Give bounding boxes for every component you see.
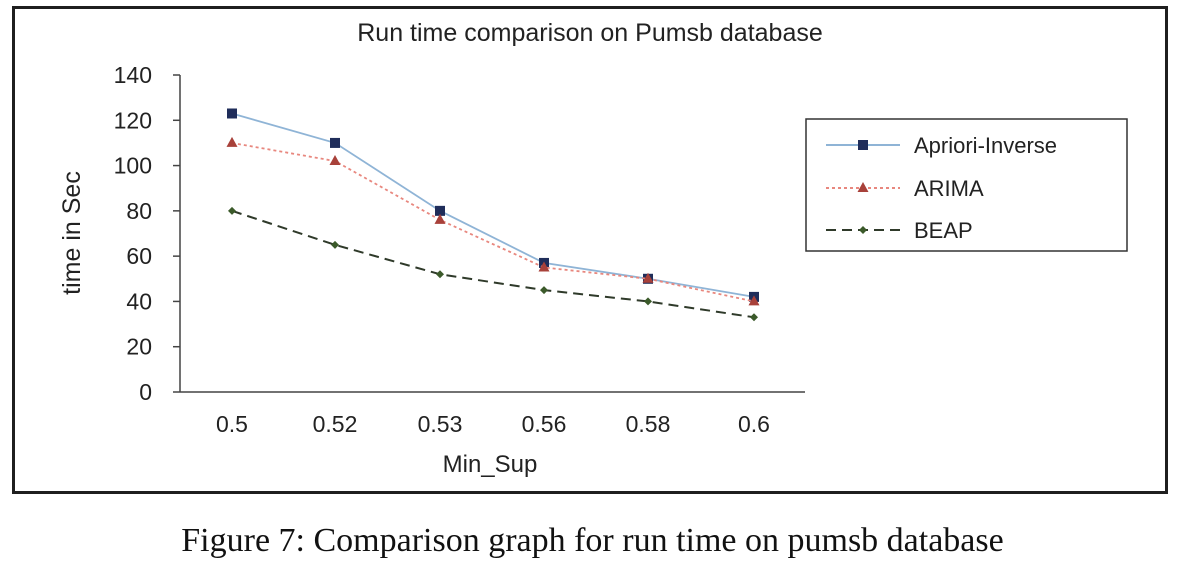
x-tick-label: 0.52 [313,411,358,437]
figure-caption: Figure 7: Comparison graph for run time … [181,522,1004,559]
data-point [434,213,446,224]
data-point [538,261,550,272]
series-lines [226,108,760,322]
y-tick-label: 140 [114,62,152,88]
x-tick-label: 0.58 [626,411,671,437]
y-tick-label: 0 [139,379,152,405]
data-point [227,108,237,119]
data-point [226,136,238,147]
data-point [435,205,445,216]
y-tick-label: 40 [126,288,152,314]
legend-marker [857,182,869,192]
legend: Apriori-Inverse ARIMA BEAP [805,118,1128,252]
x-tick-label: 0.53 [418,411,463,437]
series-line [231,209,755,319]
data-point [750,313,758,322]
series-2 [226,136,760,306]
data-point [540,286,548,295]
legend-marker [858,140,868,150]
series-line [231,112,755,298]
line-chart: Run time comparison on Pumsb database ti… [58,19,1128,478]
ticks: 0 20 40 60 80 100 120 140 0.5 0.52 0.53 0.56 0.58 0.6 [114,62,770,437]
legend-entry: BEAP [914,218,973,243]
x-tick-label: 0.6 [738,411,770,437]
y-tick-label: 80 [126,198,152,224]
x-tick-label: 0.5 [216,411,248,437]
x-tick-label: 0.56 [522,411,567,437]
series-1 [227,108,759,302]
x-axis-label: Min_Sup [443,451,538,478]
legend-entry: ARIMA [914,176,984,201]
data-point [436,270,444,279]
data-point [329,155,341,166]
series-line [231,142,755,303]
data-point [228,206,236,215]
legend-entry: Apriori-Inverse [914,133,1057,158]
y-tick-label: 100 [114,153,152,179]
chart-title: Run time comparison on Pumsb database [357,19,823,47]
series-3 [228,206,758,322]
data-point [330,137,340,148]
y-tick-label: 60 [126,243,152,269]
data-point [331,240,339,249]
legend-marker [859,226,867,234]
y-tick-label: 20 [126,334,152,360]
y-tick-label: 120 [114,107,152,133]
data-point [642,272,654,283]
y-axis-label: time in Sec [58,171,86,295]
data-point [644,297,652,306]
data-point [748,295,760,306]
